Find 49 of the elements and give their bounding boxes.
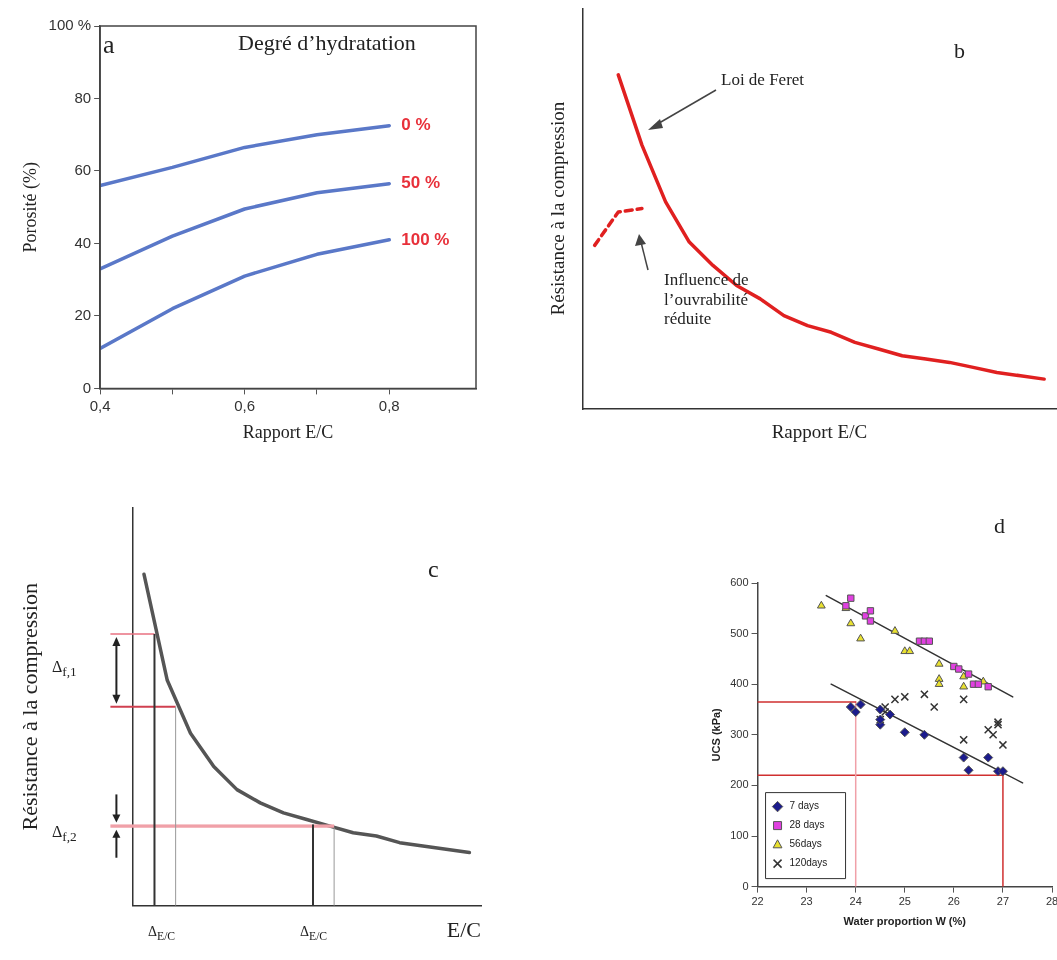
x-tick-label: 23	[800, 895, 813, 908]
legend-label: 28 days	[789, 819, 825, 831]
x-tick-label: 0,6	[234, 396, 256, 414]
y-axis-title: Résistance à la compression	[16, 583, 42, 831]
legend-title: Degré d’hydratation	[238, 30, 416, 56]
text: Δ$_{E/C}$	[148, 924, 176, 944]
legend-label: 120days	[789, 857, 828, 869]
x-tick-label: 0,4	[89, 396, 111, 414]
legend-label: 7 days	[789, 800, 820, 812]
x-tick-label: 27	[996, 895, 1010, 908]
y-tick-label: 80	[74, 88, 92, 106]
y-tick-label: 60	[74, 161, 92, 179]
y-axis-title: Porosité (%)	[19, 161, 41, 253]
y-tick-label: 600	[730, 576, 749, 589]
y-tick-label: 100	[730, 829, 749, 842]
legend-label: 56days	[789, 838, 822, 850]
y-tick-label: 400	[730, 677, 749, 690]
text: Δ$_{f,1}$	[52, 658, 77, 680]
annotation: a	[103, 30, 115, 60]
text: b	[954, 38, 965, 64]
y-tick-label: 500	[730, 626, 749, 639]
text: d	[994, 513, 1005, 539]
series-label: 100 %	[401, 229, 450, 249]
x-tick-label: 24	[849, 895, 862, 908]
y-tick-label: 100 %	[48, 16, 92, 34]
y-tick-label: 20	[74, 306, 92, 324]
y-tick-label: 0	[82, 378, 92, 396]
x-tick-label: 25	[898, 895, 911, 908]
y-tick-label: 0	[742, 879, 749, 892]
text: Δ$_{f,2}$	[52, 823, 77, 845]
annotation: c	[428, 556, 439, 584]
annotation: Loi de Feret	[721, 70, 805, 90]
y-tick-label: 200	[730, 778, 749, 791]
x-tick-label: 26	[947, 895, 960, 908]
x-tick-label: 22	[751, 895, 764, 908]
x-axis-title: Rapport E/C	[771, 420, 868, 442]
y-axis-title: UCS (kPa)	[709, 707, 722, 762]
annotation: Influence de l’ouvrabilité réduite	[664, 270, 750, 329]
series-label: 50 %	[401, 173, 441, 193]
text: Δ$_{E/C}$	[300, 924, 328, 944]
x-tick-label: 28	[1045, 895, 1057, 908]
x-tick-label: 0,8	[378, 396, 400, 414]
x-axis-title: Water proportion W (%)	[843, 915, 967, 928]
y-tick-label: 300	[730, 727, 749, 740]
x-axis-title: Rapport E/C	[242, 421, 334, 442]
y-axis-title: Résistance à la compression	[547, 101, 569, 316]
x-axis-title: E/C	[446, 916, 481, 942]
y-tick-label: 40	[74, 233, 92, 251]
series-label: 0 %	[401, 115, 431, 135]
